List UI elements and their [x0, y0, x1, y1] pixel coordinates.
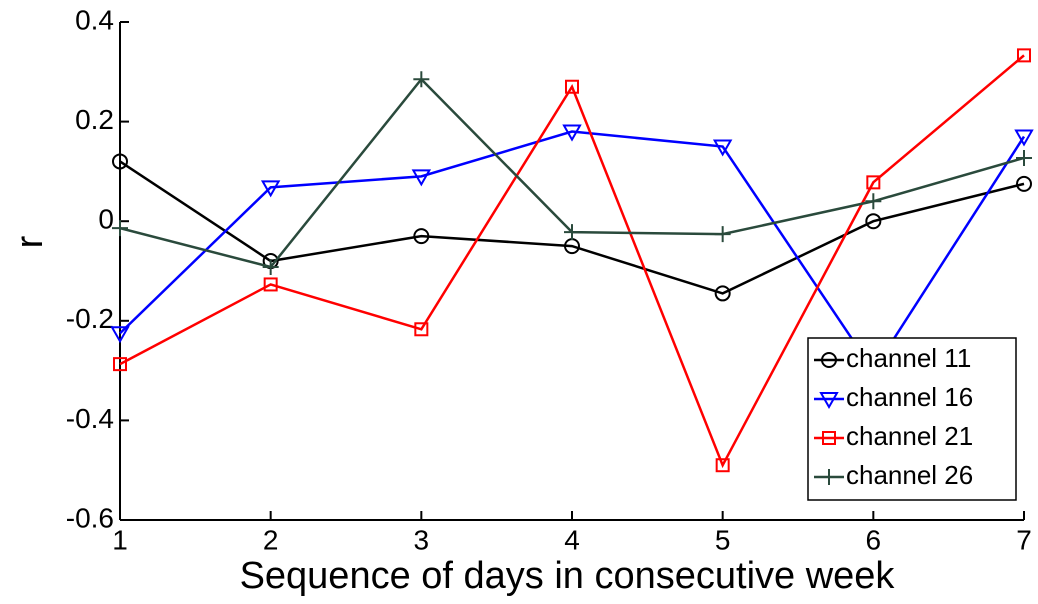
x-tick-label: 1: [112, 524, 128, 555]
y-tick-label: 0: [98, 204, 114, 235]
marker: [822, 431, 836, 445]
marker: [113, 357, 127, 372]
marker: [263, 277, 278, 292]
x-tick-label: 6: [866, 524, 882, 555]
series-line: [119, 54, 1025, 469]
legend-box: [807, 337, 1017, 501]
marker: [715, 458, 730, 473]
marker: [1014, 129, 1034, 147]
marker: [1017, 48, 1031, 63]
x-tick-label: 4: [564, 524, 580, 555]
y-tick-label: -0.2: [66, 303, 114, 334]
marker: [866, 175, 881, 190]
marker: [414, 322, 429, 337]
marker: [260, 180, 281, 198]
marker: [712, 139, 733, 157]
marker: [821, 352, 837, 368]
marker: [865, 213, 882, 230]
marker: [112, 220, 128, 237]
y-tick-label: -0.6: [66, 502, 114, 533]
marker: [819, 392, 839, 410]
marker: [714, 285, 731, 302]
legend-label: channel 16: [846, 382, 973, 412]
marker: [1016, 149, 1032, 166]
marker: [413, 228, 430, 245]
marker: [562, 124, 582, 142]
legend-label: channel 21: [846, 421, 973, 451]
x-tick-label: 5: [715, 524, 731, 555]
legend-label: channel 11: [846, 343, 971, 373]
marker: [564, 224, 580, 241]
y-tick-label: 0.2: [75, 104, 114, 135]
marker: [413, 71, 430, 88]
marker: [112, 153, 128, 170]
marker: [1016, 175, 1032, 192]
marker: [865, 193, 882, 210]
marker: [110, 326, 130, 344]
marker: [821, 469, 837, 485]
x-axis-title: Sequence of days in consecutive week: [240, 555, 896, 597]
y-tick-label: 0.4: [75, 4, 114, 35]
marker: [714, 226, 731, 243]
x-tick-label: 7: [1016, 524, 1032, 555]
marker: [262, 259, 279, 276]
legend-label: channel 26: [846, 460, 973, 490]
y-axis-title: r: [9, 235, 51, 248]
x-tick-label: 3: [414, 524, 430, 555]
marker: [565, 79, 579, 94]
y-tick-label: -0.4: [66, 403, 114, 434]
marker: [411, 169, 432, 187]
x-tick-label: 2: [263, 524, 279, 555]
